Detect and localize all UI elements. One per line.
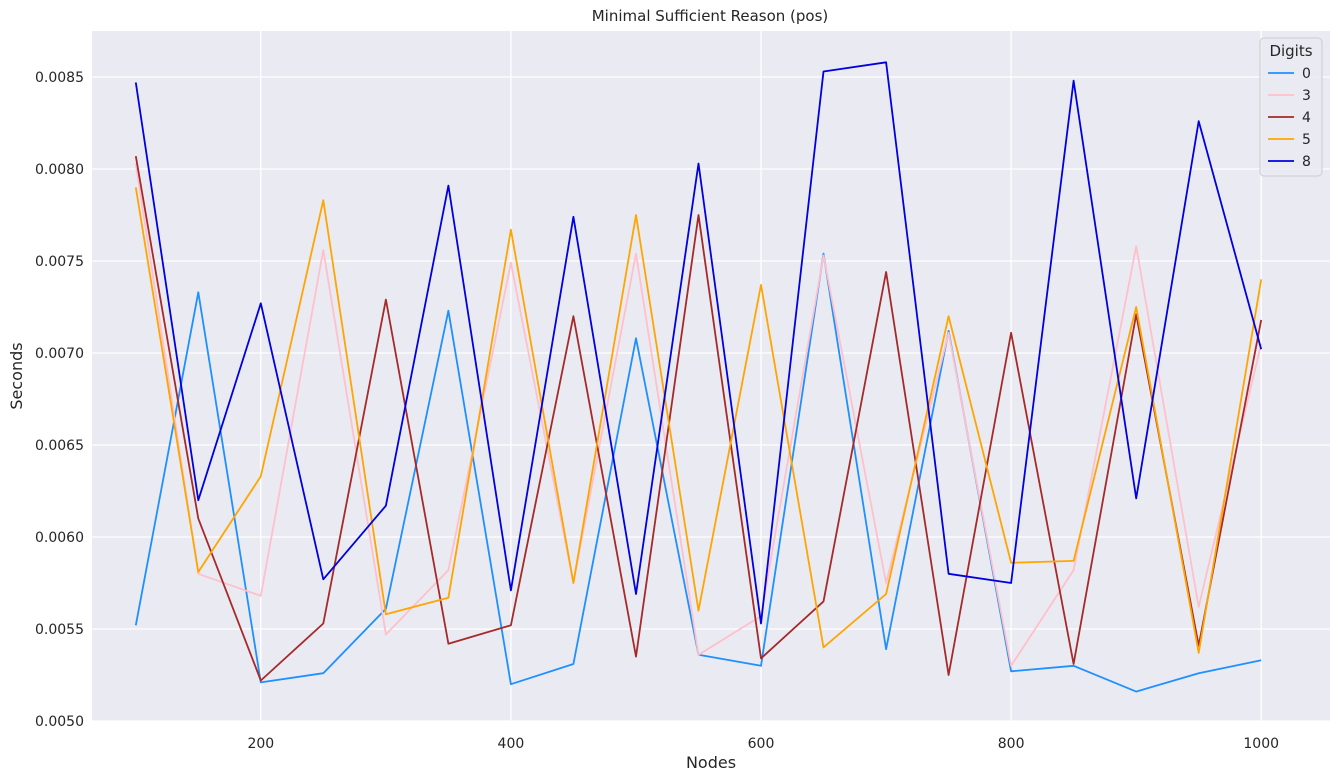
x-tick-label: 600 [748, 736, 775, 752]
series-line-3 [134, 163, 1263, 667]
series-line-8 [134, 61, 1263, 625]
y-tick-label: 0.0060 [35, 530, 84, 546]
legend-label-3: 3 [1302, 88, 1311, 104]
series-line-4 [134, 155, 1263, 682]
x-axis-title: Nodes [686, 753, 736, 772]
legend-title: Digits [1269, 42, 1312, 60]
legend-label-0: 0 [1302, 66, 1311, 82]
y-tick-label: 0.0080 [35, 162, 84, 178]
y-tick-label: 0.0055 [35, 622, 84, 638]
legend-label-4: 4 [1302, 110, 1311, 126]
y-tick-label: 0.0085 [35, 70, 84, 86]
legend-label-8: 8 [1302, 154, 1311, 170]
series-lines [134, 61, 1263, 693]
grid [92, 31, 1330, 722]
x-tick-label: 800 [998, 736, 1025, 752]
y-tick-label: 0.0065 [35, 438, 84, 454]
series-line-5 [134, 187, 1263, 654]
x-tick-label: 400 [498, 736, 525, 752]
legend-label-5: 5 [1302, 132, 1311, 148]
x-tick-label: 1000 [1243, 736, 1279, 752]
y-axis: 0.0050 0.0055 0.0060 0.0065 0.0070 0.0075 0.00… [35, 70, 84, 730]
y-axis-title: Seconds [7, 342, 26, 409]
x-tick-label: 200 [247, 736, 274, 752]
chart-title: Minimal Sufficient Reason (pos) [592, 7, 829, 25]
plot-area [92, 31, 1330, 721]
y-tick-label: 0.0070 [35, 346, 84, 362]
x-axis: 200 400 600 800 1000 [247, 736, 1279, 752]
y-tick-label: 0.0075 [35, 254, 84, 270]
y-tick-label: 0.0050 [35, 714, 84, 730]
legend: Digits 0 3 4 5 8 [1259, 37, 1323, 177]
